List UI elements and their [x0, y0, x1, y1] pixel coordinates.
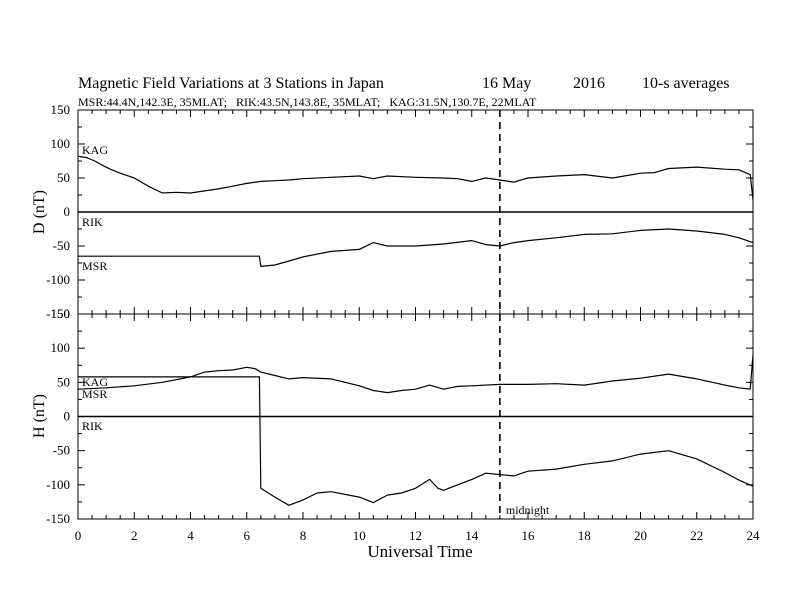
x-axis-label: Universal Time: [367, 542, 472, 561]
midnight-label: midnight: [506, 503, 550, 517]
series-line-h-kag: [77, 354, 754, 394]
chart-title: Magnetic Field Variations at 3 Stations …: [78, 75, 384, 92]
y-axis-label-h: H (nT): [31, 394, 48, 438]
x-tick-label: 6: [244, 528, 251, 543]
chart-date: 16 May: [482, 75, 531, 92]
y-tick-label: 100: [51, 340, 71, 355]
x-tick-label: 10: [353, 528, 366, 543]
x-tick-label: 8: [300, 528, 307, 543]
x-tick-label: 20: [634, 528, 647, 543]
series-line-h-msr: [78, 376, 754, 506]
y-tick-label: 0: [64, 204, 71, 219]
series-line-d-kag: [77, 155, 754, 200]
y-axis-label-d: D (nT): [31, 190, 48, 234]
series-label-d-kag: KAG: [82, 143, 108, 157]
x-tick-label: 2: [131, 528, 138, 543]
series-label-d-msr: MSR: [82, 259, 107, 273]
tick-layer: [77, 109, 754, 520]
y-tick-label: -50: [53, 238, 70, 253]
x-tick-label: 14: [465, 528, 479, 543]
y-tick-label: -50: [53, 443, 70, 458]
series-line-d-msr: [78, 228, 754, 267]
series-label-d-rik: RIK: [82, 215, 103, 229]
y-tick-label: 100: [51, 136, 71, 151]
x-tick-label: 24: [747, 528, 761, 543]
tick-label-layer: 0 2 4 6 8 10 12 14 16 18 20 22 24150100500-50-100-15…: [46, 102, 760, 543]
y-tick-label: -150: [46, 306, 70, 321]
y-tick-label: 150: [51, 306, 71, 321]
x-tick-label: 12: [409, 528, 422, 543]
x-tick-label: 18: [578, 528, 591, 543]
series-label-h-rik: RIK: [82, 419, 103, 433]
y-tick-label: -100: [46, 272, 70, 287]
x-tick-label: 0: [75, 528, 82, 543]
y-tick-label: -150: [46, 511, 70, 526]
chart-averaging: 10-s averages: [642, 75, 730, 92]
chart-subtitle: MSR:44.4N,142.3E, 35MLAT; RIK:43.5N,143.…: [78, 95, 537, 109]
x-tick-label: 4: [187, 528, 194, 543]
x-tick-label: 22: [690, 528, 703, 543]
chart-year: 2016: [573, 75, 605, 92]
x-tick-label: 16: [522, 528, 536, 543]
y-tick-label: 50: [57, 374, 70, 389]
series-label-h-msr: MSR: [82, 387, 107, 401]
y-tick-label: 0: [64, 409, 71, 424]
y-tick-label: 50: [57, 170, 70, 185]
series-label-h-kag: KAG: [82, 375, 108, 389]
y-tick-label: 150: [51, 102, 71, 117]
y-tick-label: -100: [46, 477, 70, 492]
series-layer: [77, 155, 754, 506]
